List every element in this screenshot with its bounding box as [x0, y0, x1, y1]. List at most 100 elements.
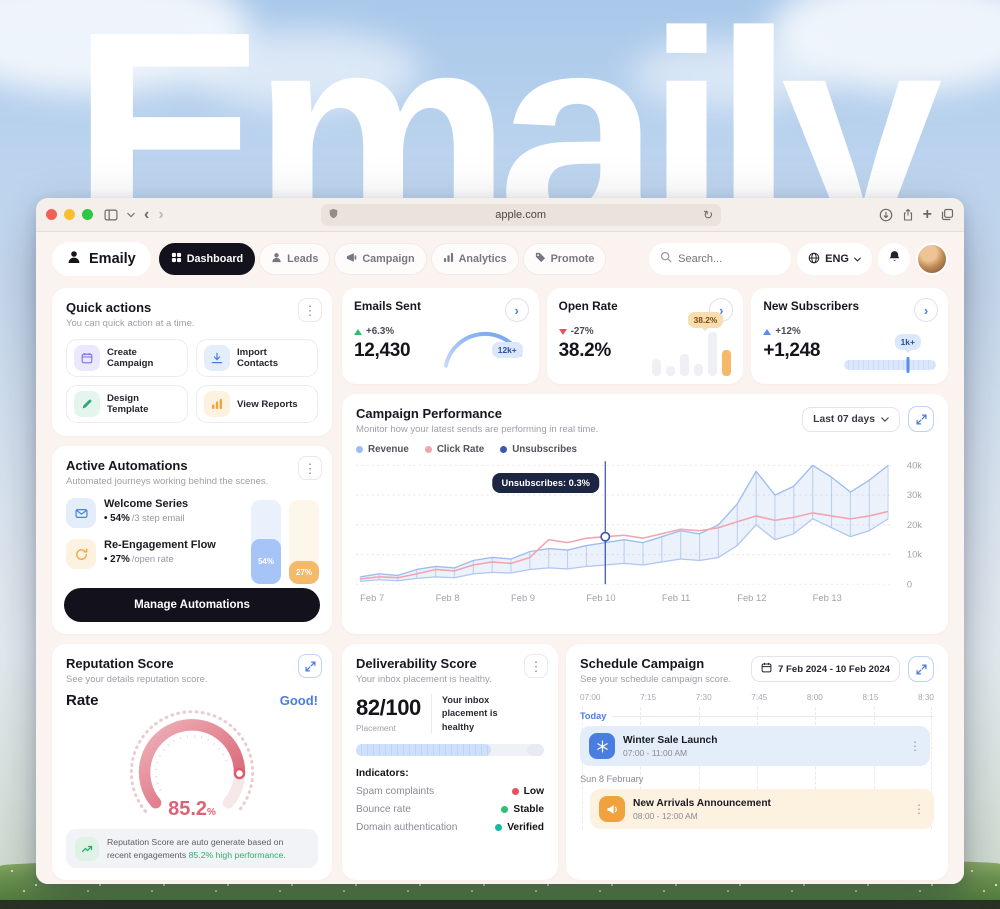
browser-window: ‹ › apple.com ↻ +	[36, 198, 964, 884]
schedule-timeline: 07:00 7:15 7:30 7:45 8:00 8:15 8:30 Today Wint…	[580, 693, 934, 829]
event-new-arrivals[interactable]: New Arrivals Announcement 08:00 - 12:00 …	[590, 789, 934, 829]
dashboard-main: Quick actions You can quick action at a …	[36, 282, 964, 884]
campaign-chart-area: 0 10k 20k 30k 40k Feb 7 Feb 8 Feb 9 Feb 10 Feb 11…	[356, 457, 934, 611]
event-time: 07:00 - 11:00 AM	[623, 747, 688, 758]
nav-label: Dashboard	[186, 253, 244, 265]
nav-dashboard[interactable]: Dashboard	[158, 243, 256, 275]
view-reports-button[interactable]: View Reports	[196, 385, 318, 423]
chevron-down-icon	[881, 414, 889, 425]
ground-strip	[0, 900, 1000, 909]
reputation-expand-button[interactable]	[298, 654, 322, 678]
stat-value: 12,430	[354, 340, 411, 361]
announcement-horn-icon	[599, 796, 625, 822]
mini-bar	[694, 363, 704, 376]
card-subtitle: See your details reputation score.	[66, 674, 208, 685]
stat-value: 38.2%	[558, 340, 612, 361]
svg-text:Feb 8: Feb 8	[436, 593, 460, 603]
open-rate-bar-chart	[652, 320, 732, 376]
back-button[interactable]: ‹	[144, 205, 150, 223]
emails-sent-detail-button[interactable]: ›	[504, 298, 529, 322]
stat-delta: +12%	[763, 326, 936, 337]
notifications-button[interactable]	[878, 243, 910, 275]
indicator-dot	[501, 806, 509, 814]
stat-delta: +6.3%	[354, 326, 527, 337]
campaign-chart: 0 10k 20k 30k 40k Feb 7 Feb 8 Feb 9 Feb 10 Feb 11…	[356, 460, 922, 603]
event-menu-button[interactable]: ⋮	[913, 802, 925, 816]
stat-value: +1,248	[763, 340, 821, 361]
address-bar[interactable]: apple.com ↻	[321, 203, 722, 226]
legend-click-rate[interactable]: Click Rate	[424, 444, 484, 455]
quick-actions-menu-button[interactable]: ⋮	[298, 298, 322, 322]
nav-leads[interactable]: Leads	[259, 243, 331, 275]
fullscreen-window-button[interactable]	[82, 209, 93, 220]
deliverability-score: 82/100	[356, 695, 421, 721]
downloads-icon[interactable]	[879, 208, 893, 222]
nav-analytics[interactable]: Analytics	[430, 243, 519, 275]
download-icon	[204, 345, 230, 371]
design-template-button[interactable]: Design Template	[66, 385, 188, 423]
stat-delta: -27%	[558, 326, 732, 337]
automation-bar-fill: 27%	[289, 561, 319, 584]
action-label: View Reports	[237, 398, 298, 410]
today-label: Today	[580, 711, 607, 721]
automation-mini-bars: 54% 27%	[251, 500, 319, 584]
privacy-shield-icon	[329, 208, 338, 222]
deliverability-score-row: 82/100 Placement Your inbox placement is…	[356, 694, 544, 735]
legend-dot	[500, 446, 508, 453]
automation-item[interactable]: Welcome Series • 54%/3 step email	[66, 498, 242, 528]
refresh-icon[interactable]: ↻	[703, 207, 714, 222]
automation-name: Re-Engagement Flow	[104, 539, 216, 551]
indicator-dot	[511, 788, 519, 796]
deliverability-menu-button[interactable]: ⋮	[524, 654, 548, 678]
close-window-button[interactable]	[46, 209, 57, 220]
new-subscribers-detail-button[interactable]: ›	[914, 298, 938, 322]
event-winter-sale[interactable]: Winter Sale Launch 07:00 - 11:00 AM ⋮	[580, 726, 930, 766]
svg-text:Feb 9: Feb 9	[511, 593, 535, 603]
language-selector[interactable]: ENG	[797, 243, 872, 275]
brand-logo[interactable]: Emaily	[52, 242, 151, 276]
manage-automations-button[interactable]: Manage Automations	[64, 588, 320, 622]
date-range-dropdown[interactable]: Last 07 days	[802, 406, 900, 432]
minimize-window-button[interactable]	[64, 209, 75, 220]
import-contacts-button[interactable]: Import Contacts	[196, 339, 318, 377]
quick-actions-grid: Create Campaign Import Contacts Design T…	[66, 339, 318, 423]
left-column: Quick actions You can quick action at a …	[52, 288, 332, 881]
bell-icon	[888, 250, 901, 268]
open-rate-badge: 38.2%	[687, 312, 724, 328]
calendar-icon	[74, 345, 100, 371]
legend-dot	[424, 446, 432, 453]
reputation-note-text: Reputation Score are auto generate based…	[107, 837, 286, 860]
chevron-down-icon[interactable]	[127, 212, 135, 218]
automation-bar-fill: 54%	[251, 538, 281, 584]
event-menu-button[interactable]: ⋮	[909, 739, 921, 753]
report-bars-icon	[204, 391, 230, 417]
share-icon[interactable]	[902, 208, 914, 222]
campaign-expand-button[interactable]	[908, 406, 934, 432]
sidebar-toggle-icon[interactable]	[104, 208, 118, 222]
active-automations-card: Active Automations Automated journeys wo…	[52, 446, 332, 634]
create-campaign-button[interactable]: Create Campaign	[66, 339, 188, 377]
card-title: Reputation Score	[66, 656, 174, 671]
deliverability-progress-bar	[356, 744, 545, 757]
nav-campaign[interactable]: Campaign	[334, 243, 427, 275]
campaign-performance-card: Campaign Performance Monitor how your la…	[342, 394, 948, 634]
reputation-score-card: Reputation Score See your details reputa…	[52, 644, 332, 881]
new-tab-button[interactable]: +	[922, 205, 932, 223]
automation-item[interactable]: Re-Engagement Flow • 27%/open rate	[66, 539, 242, 569]
megaphone-icon	[346, 252, 357, 266]
card-subtitle: Your inbox placement is healthy.	[356, 674, 492, 685]
new-subscribers-card: New Subscribers › +12% +1,248 1k+	[751, 288, 948, 384]
schedule-date-range[interactable]: 7 Feb 2024 - 10 Feb 2024	[751, 656, 900, 682]
legend-unsubscribes[interactable]: Unsubscribes	[500, 444, 577, 455]
svg-text:40k: 40k	[907, 460, 922, 470]
tabs-overview-icon[interactable]	[941, 208, 954, 221]
rate-row: Rate Good!	[66, 692, 318, 709]
user-avatar[interactable]	[916, 243, 948, 275]
search-box[interactable]	[649, 243, 792, 275]
automations-menu-button[interactable]: ⋮	[298, 456, 322, 480]
nav-promote[interactable]: Promote	[522, 243, 607, 275]
search-input[interactable]	[678, 253, 771, 265]
forward-button[interactable]: ›	[158, 205, 164, 223]
legend-revenue[interactable]: Revenue	[356, 444, 409, 455]
schedule-expand-button[interactable]	[908, 656, 934, 682]
